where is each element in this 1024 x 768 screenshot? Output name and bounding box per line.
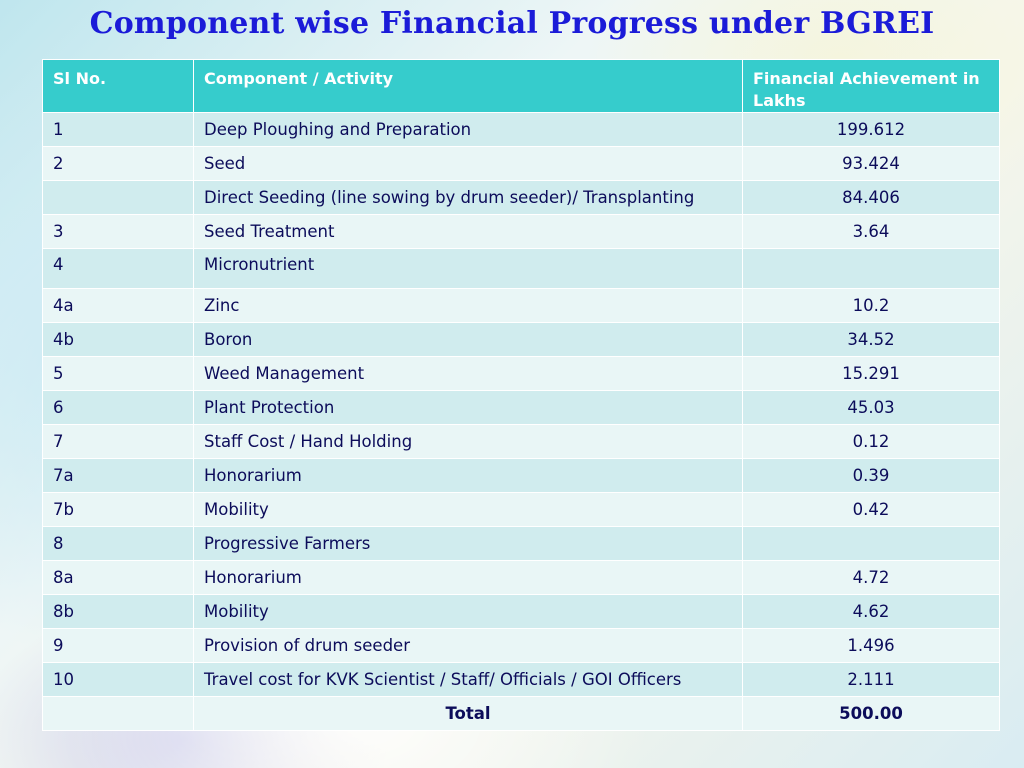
cell-component: Mobility bbox=[193, 594, 743, 629]
cell-amount: 4.62 bbox=[742, 594, 1000, 629]
total-sl-no bbox=[42, 696, 194, 731]
table-row: 1 Deep Ploughing and Preparation 199.612 bbox=[42, 112, 1000, 147]
table-row: 8 Progressive Farmers bbox=[42, 526, 1000, 561]
cell-sl-no bbox=[42, 180, 194, 215]
total-label: Total bbox=[193, 696, 743, 731]
table-row: 4b Boron 34.52 bbox=[42, 322, 1000, 357]
table-row: 4 Micronutrient bbox=[42, 248, 1000, 289]
financial-progress-table: Sl No. Component / Activity Financial Ac… bbox=[42, 59, 1000, 731]
cell-component: Provision of drum seeder bbox=[193, 628, 743, 663]
total-row: Total 500.00 bbox=[42, 696, 1000, 731]
cell-sl-no: 2 bbox=[42, 146, 194, 181]
cell-component: Direct Seeding (line sowing by drum seed… bbox=[193, 180, 743, 215]
table-row: 8a Honorarium 4.72 bbox=[42, 560, 1000, 595]
table-row: 8b Mobility 4.62 bbox=[42, 594, 1000, 629]
table-row: 7a Honorarium 0.39 bbox=[42, 458, 1000, 493]
cell-amount: 34.52 bbox=[742, 322, 1000, 357]
cell-component: Honorarium bbox=[193, 458, 743, 493]
cell-component: Weed Management bbox=[193, 356, 743, 391]
table-row: 5 Weed Management 15.291 bbox=[42, 356, 1000, 391]
header-financial-achievement: Financial Achievement in Lakhs bbox=[742, 59, 1000, 113]
cell-sl-no: 10 bbox=[42, 662, 194, 697]
cell-amount: 199.612 bbox=[742, 112, 1000, 147]
cell-amount: 0.12 bbox=[742, 424, 1000, 459]
table-row: 9 Provision of drum seeder 1.496 bbox=[42, 628, 1000, 663]
cell-component: Boron bbox=[193, 322, 743, 357]
cell-amount bbox=[742, 248, 1000, 289]
cell-amount: 4.72 bbox=[742, 560, 1000, 595]
cell-component: Seed bbox=[193, 146, 743, 181]
cell-sl-no: 4a bbox=[42, 288, 194, 323]
cell-component: Travel cost for KVK Scientist / Staff/ O… bbox=[193, 662, 743, 697]
table-row: 10 Travel cost for KVK Scientist / Staff… bbox=[42, 662, 1000, 697]
cell-amount: 45.03 bbox=[742, 390, 1000, 425]
table-row: 2 Seed 93.424 bbox=[42, 146, 1000, 181]
cell-amount: 2.111 bbox=[742, 662, 1000, 697]
cell-component: Progressive Farmers bbox=[193, 526, 743, 561]
cell-sl-no: 3 bbox=[42, 214, 194, 249]
header-component: Component / Activity bbox=[193, 59, 743, 113]
cell-sl-no: 9 bbox=[42, 628, 194, 663]
cell-sl-no: 7 bbox=[42, 424, 194, 459]
cell-component: Micronutrient bbox=[193, 248, 743, 289]
cell-sl-no: 4b bbox=[42, 322, 194, 357]
header-row: Sl No. Component / Activity Financial Ac… bbox=[42, 59, 1000, 113]
table-row: 3 Seed Treatment 3.64 bbox=[42, 214, 1000, 249]
cell-sl-no: 5 bbox=[42, 356, 194, 391]
table-row: 7b Mobility 0.42 bbox=[42, 492, 1000, 527]
cell-sl-no: 8a bbox=[42, 560, 194, 595]
cell-amount: 3.64 bbox=[742, 214, 1000, 249]
table-row: 4a Zinc 10.2 bbox=[42, 288, 1000, 323]
cell-amount: 1.496 bbox=[742, 628, 1000, 663]
cell-component: Seed Treatment bbox=[193, 214, 743, 249]
table-row: 6 Plant Protection 45.03 bbox=[42, 390, 1000, 425]
cell-sl-no: 8 bbox=[42, 526, 194, 561]
header-sl-no: Sl No. bbox=[42, 59, 194, 113]
cell-component: Deep Ploughing and Preparation bbox=[193, 112, 743, 147]
cell-sl-no: 4 bbox=[42, 248, 194, 289]
cell-component: Honorarium bbox=[193, 560, 743, 595]
cell-sl-no: 6 bbox=[42, 390, 194, 425]
cell-sl-no: 8b bbox=[42, 594, 194, 629]
table-row: Direct Seeding (line sowing by drum seed… bbox=[42, 180, 1000, 215]
cell-amount: 10.2 bbox=[742, 288, 1000, 323]
cell-component: Zinc bbox=[193, 288, 743, 323]
cell-sl-no: 1 bbox=[42, 112, 194, 147]
cell-sl-no: 7b bbox=[42, 492, 194, 527]
cell-component: Staff Cost / Hand Holding bbox=[193, 424, 743, 459]
financial-progress-table-container: Sl No. Component / Activity Financial Ac… bbox=[42, 59, 1000, 731]
cell-amount: 15.291 bbox=[742, 356, 1000, 391]
slide-title: Component wise Financial Progress under … bbox=[89, 6, 935, 41]
cell-amount: 93.424 bbox=[742, 146, 1000, 181]
cell-amount: 0.42 bbox=[742, 492, 1000, 527]
total-amount: 500.00 bbox=[742, 696, 1000, 731]
table-row: 7 Staff Cost / Hand Holding 0.12 bbox=[42, 424, 1000, 459]
cell-amount bbox=[742, 526, 1000, 561]
cell-amount: 84.406 bbox=[742, 180, 1000, 215]
cell-sl-no: 7a bbox=[42, 458, 194, 493]
cell-component: Mobility bbox=[193, 492, 743, 527]
cell-amount: 0.39 bbox=[742, 458, 1000, 493]
cell-component: Plant Protection bbox=[193, 390, 743, 425]
